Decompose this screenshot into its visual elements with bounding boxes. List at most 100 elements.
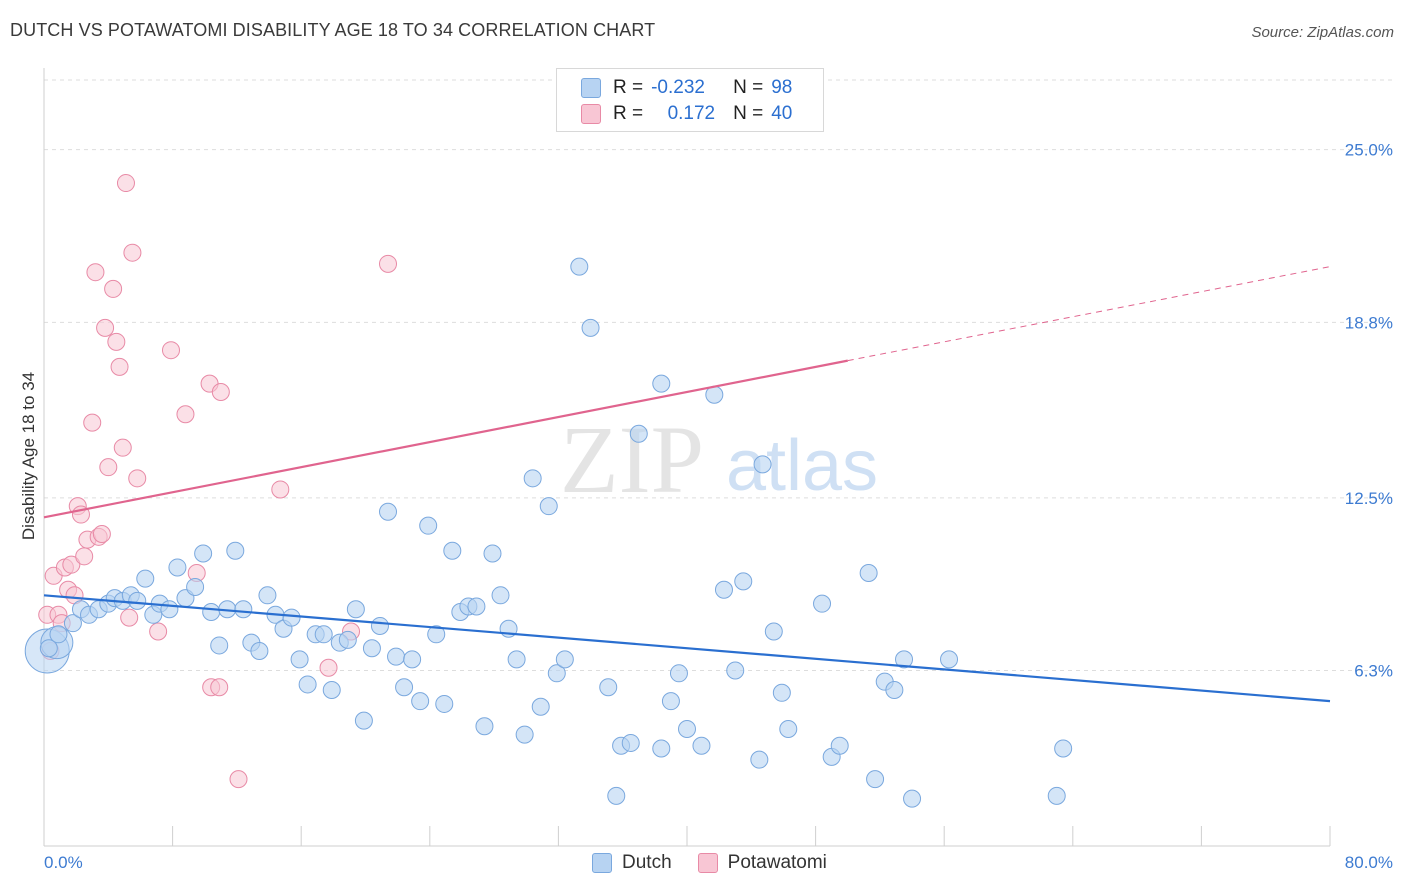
dutch-point bbox=[186, 577, 205, 596]
axes bbox=[43, 68, 1331, 847]
potawatomi-point bbox=[99, 458, 118, 477]
potawatomi-point bbox=[104, 279, 123, 298]
potawatomi-trend-line bbox=[43, 359, 848, 519]
dutch-point bbox=[226, 541, 245, 560]
dutch-point bbox=[136, 569, 155, 588]
dutch-point bbox=[258, 586, 277, 605]
source-label: Source: ZipAtlas.com bbox=[1251, 24, 1394, 41]
dutch-point bbox=[539, 497, 558, 516]
dutch-point bbox=[168, 558, 187, 577]
legend-n-label: N = bbox=[733, 103, 764, 124]
potawatomi-point bbox=[86, 263, 105, 282]
dutch-point bbox=[866, 770, 885, 789]
dutch-point bbox=[435, 694, 454, 713]
dutch-point bbox=[160, 600, 179, 619]
potawatomi-point bbox=[128, 469, 147, 488]
dutch-point bbox=[531, 697, 550, 716]
dutch-point bbox=[370, 616, 389, 635]
dutch-point bbox=[652, 739, 671, 758]
potawatomi-point bbox=[92, 525, 111, 544]
dutch-trend-line bbox=[43, 594, 1331, 703]
dutch-point bbox=[764, 622, 783, 641]
dutch-point bbox=[753, 455, 772, 474]
potawatomi-point bbox=[110, 357, 129, 376]
dutch-point bbox=[338, 630, 357, 649]
potawatomi-point bbox=[107, 332, 126, 351]
dutch-point bbox=[652, 374, 671, 393]
y-tick-label: 12.5% bbox=[1345, 489, 1393, 508]
dutch-point bbox=[523, 469, 542, 488]
dutch-point bbox=[128, 591, 147, 610]
grid-lines bbox=[44, 79, 1392, 672]
dutch-point bbox=[395, 678, 414, 697]
watermark-atlas: atlas bbox=[726, 426, 878, 506]
dutch-point bbox=[314, 625, 333, 644]
dutch-point bbox=[210, 636, 229, 655]
potawatomi-point bbox=[120, 608, 139, 627]
dutch-point bbox=[859, 564, 878, 583]
tick-labels: 6.3% 12.5% 18.8% 25.0% 0.0% 80.0% bbox=[44, 141, 1393, 872]
dutch-point bbox=[772, 683, 791, 702]
dutch-point bbox=[726, 661, 745, 680]
dutch-point bbox=[194, 544, 213, 563]
potawatomi-point bbox=[113, 438, 132, 457]
dutch-point bbox=[427, 625, 446, 644]
dutch-point bbox=[362, 639, 381, 658]
potawatomi-point bbox=[229, 770, 248, 789]
dutch-point bbox=[813, 594, 832, 613]
legend-label-potawatomi: Potawatomi bbox=[727, 852, 827, 873]
potawatomi-point bbox=[271, 480, 290, 499]
dutch-point bbox=[250, 642, 269, 661]
y-tick-label: 18.8% bbox=[1345, 313, 1393, 332]
legend-r-label: R = bbox=[613, 103, 644, 124]
dutch-point bbox=[419, 516, 438, 535]
dutch-point bbox=[411, 692, 430, 711]
legend-swatch-potawatomi bbox=[581, 104, 601, 124]
legend-swatch-dutch bbox=[581, 78, 601, 98]
potawatomi-point bbox=[149, 622, 168, 641]
dutch-point bbox=[581, 318, 600, 337]
potawatomi-points bbox=[38, 174, 398, 789]
watermark: ZIP atlas bbox=[560, 406, 878, 513]
dutch-point bbox=[734, 572, 753, 591]
dutch-points bbox=[24, 257, 1073, 808]
dutch-point bbox=[403, 650, 422, 669]
potawatomi-point bbox=[379, 254, 398, 273]
dutch-point bbox=[599, 678, 618, 697]
trend-lines bbox=[43, 266, 1331, 703]
legend-r-label: R = bbox=[613, 77, 644, 98]
chart-title: DUTCH VS POTAWATOMI DISABILITY AGE 18 TO… bbox=[10, 20, 656, 40]
dutch-point bbox=[779, 720, 798, 739]
potawatomi-point bbox=[116, 174, 135, 193]
potawatomi-point bbox=[210, 678, 229, 697]
dutch-point bbox=[515, 725, 534, 744]
x-tick-label: 0.0% bbox=[44, 853, 83, 872]
dutch-point bbox=[885, 681, 904, 700]
dutch-point bbox=[443, 541, 462, 560]
correlation-legend: R = -0.232 N = 98 R = 0.172 N = 40 bbox=[556, 68, 824, 132]
dutch-point bbox=[39, 639, 58, 658]
dutch-point bbox=[678, 720, 696, 739]
legend-n-value: 98 bbox=[771, 77, 793, 98]
dutch-point bbox=[354, 711, 373, 730]
potawatomi-point bbox=[83, 413, 102, 432]
x-tick-label: 80.0% bbox=[1345, 853, 1393, 872]
dutch-point bbox=[903, 789, 922, 808]
potawatomi-point bbox=[75, 547, 94, 566]
dutch-point bbox=[475, 717, 494, 736]
y-tick-label: 25.0% bbox=[1345, 141, 1393, 160]
dutch-point bbox=[830, 736, 849, 755]
dutch-point bbox=[714, 580, 733, 599]
potawatomi-point bbox=[123, 243, 142, 262]
legend-item-potawatomi: Potawatomi bbox=[697, 852, 827, 874]
potawatomi-point bbox=[96, 318, 115, 337]
dutch-point bbox=[607, 786, 626, 805]
series-legend: Dutch Potawatomi bbox=[592, 852, 853, 874]
dutch-point bbox=[895, 650, 914, 669]
dutch-point bbox=[282, 608, 301, 627]
dutch-point bbox=[1054, 739, 1073, 758]
potawatomi-point bbox=[161, 341, 180, 360]
dutch-point bbox=[621, 733, 640, 752]
dutch-point bbox=[63, 614, 82, 633]
